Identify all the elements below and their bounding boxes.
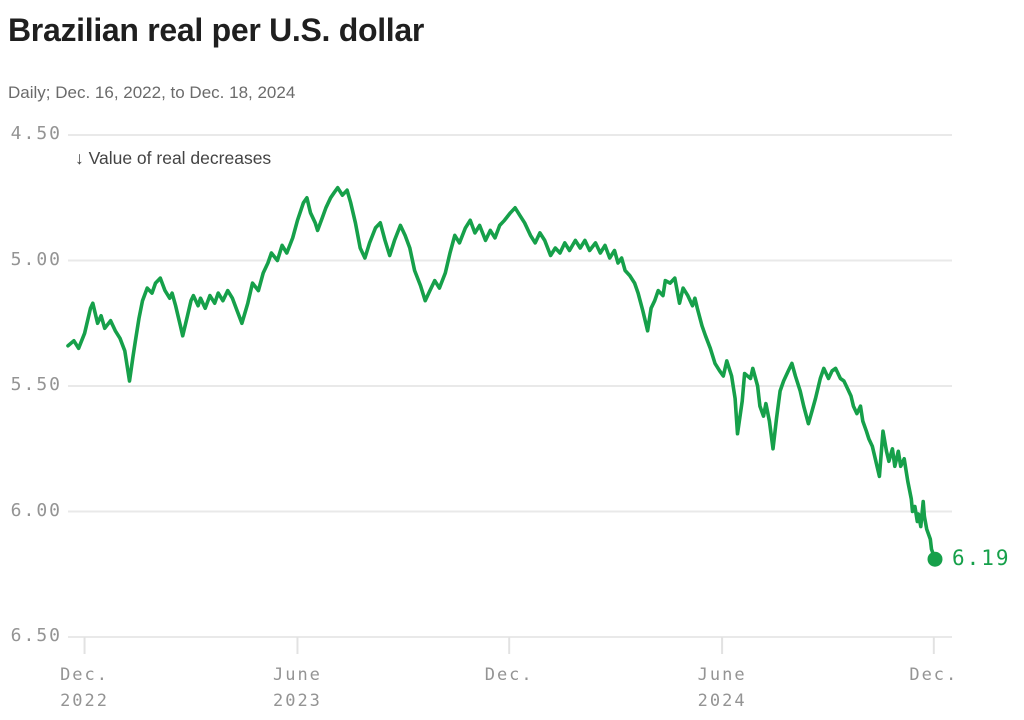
x-axis-tick-marks [83,637,935,654]
x-tick-label: June 2024 [652,662,792,714]
x-tick-label-line: Dec. [60,665,110,685]
y-tick-label: 5.50 [10,374,62,395]
latest-value-dot [927,551,943,567]
y-tick-label: 6.50 [10,625,62,646]
annotation-value-decreases: ↓ Value of real decreases [75,148,272,168]
x-tick-label: Dec. 2022 [15,662,155,714]
chart-title: Brazilian real per U.S. dollar [8,12,425,48]
x-tick-label-line: 2024 [697,691,747,711]
x-tick-label: Dec. [864,662,1004,688]
y-tick-label: 4.50 [10,123,62,144]
x-tick-label-line: 2023 [272,691,322,711]
x-tick-label: June 2023 [227,662,367,714]
price-line [66,185,937,561]
x-tick-label-line: 2022 [60,691,110,711]
y-tick-label: 6.00 [10,499,62,521]
y-tick-label: 5.00 [10,248,62,270]
latest-value-label: 6.19 [952,546,1011,571]
x-tick-label-line: Dec. [484,665,534,685]
x-tick-label-line: Dec. [909,665,959,685]
x-tick-label: Dec. [439,662,579,688]
chart-subtitle: Daily; Dec. 16, 2022, to Dec. 18, 2024 [8,83,296,102]
x-tick-label-line: June [697,665,747,685]
x-tick-label-line: June [272,665,322,685]
